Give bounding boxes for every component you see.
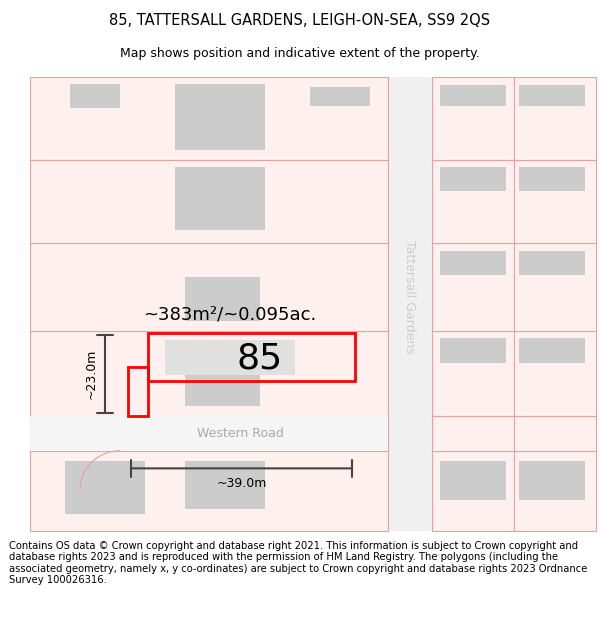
Bar [440,339,506,363]
Bar [440,84,506,106]
Bar [310,86,370,106]
Bar [30,77,388,531]
Bar [30,416,432,451]
Text: ~383m²/~0.095ac.: ~383m²/~0.095ac. [143,305,317,323]
Text: Tattersall Gardens: Tattersall Gardens [404,239,416,353]
Text: Map shows position and indicative extent of the property.: Map shows position and indicative extent… [120,48,480,61]
Bar [175,167,265,230]
Bar [519,251,585,275]
Bar [519,461,585,499]
Bar [185,461,265,509]
Bar [70,84,120,108]
Bar [388,77,432,531]
Bar [519,167,585,191]
Text: 85: 85 [237,342,283,376]
Text: ~39.0m: ~39.0m [217,476,266,489]
Text: Western Road: Western Road [197,427,283,440]
Bar [432,77,596,531]
Bar [440,251,506,275]
Bar [440,167,506,191]
Text: 85, TATTERSALL GARDENS, LEIGH-ON-SEA, SS9 2QS: 85, TATTERSALL GARDENS, LEIGH-ON-SEA, SS… [109,12,491,28]
Bar [519,339,585,363]
Bar [165,341,295,374]
Bar [175,84,265,150]
Bar [440,461,506,499]
Bar [185,365,260,406]
Text: ~23.0m: ~23.0m [85,349,97,399]
Bar [519,84,585,106]
Bar [65,461,145,514]
Text: Contains OS data © Crown copyright and database right 2021. This information is : Contains OS data © Crown copyright and d… [9,541,587,586]
Bar [185,277,260,321]
